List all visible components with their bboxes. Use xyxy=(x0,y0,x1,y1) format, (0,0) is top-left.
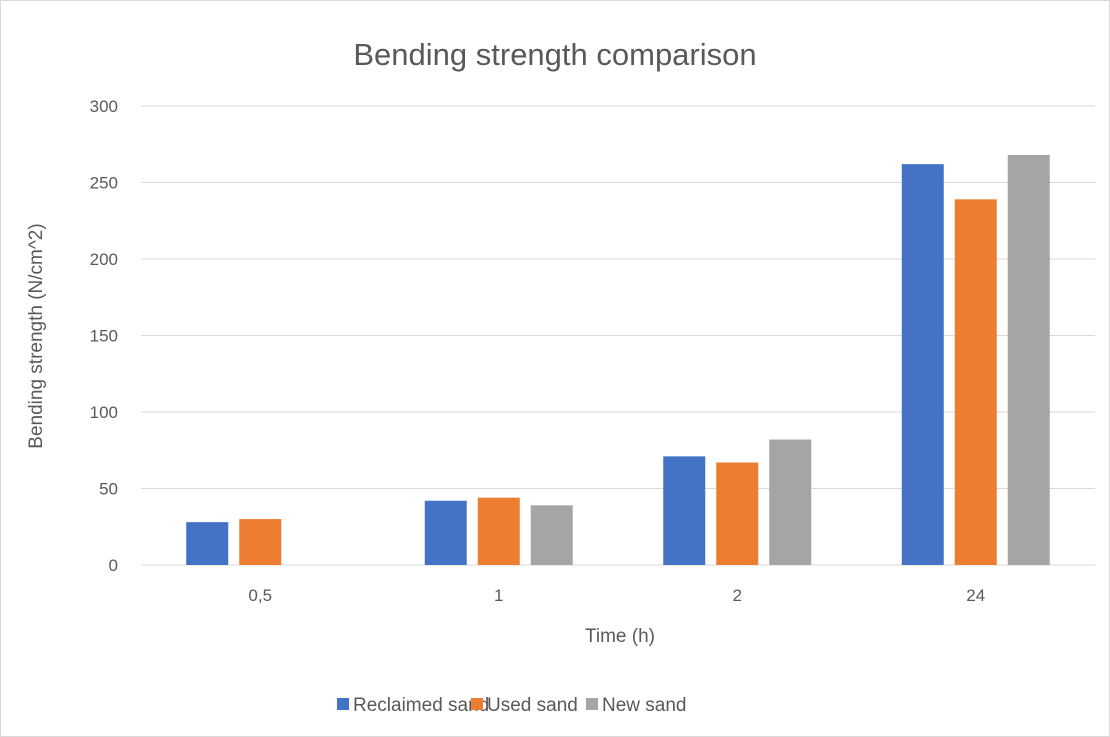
legend-swatch xyxy=(471,698,483,710)
x-axis-ticks: 0,5 1 2 24 xyxy=(248,586,985,605)
legend-label: Reclaimed sand xyxy=(353,695,489,716)
x-tick-label: 0,5 xyxy=(248,586,272,605)
legend-label: New sand xyxy=(602,695,687,716)
chart-title: Bending strength comparison xyxy=(353,37,756,72)
y-tick-label: 150 xyxy=(90,327,118,346)
x-axis-title: Time (h) xyxy=(585,626,655,647)
bars xyxy=(186,154,1050,565)
bar-reclaimed-sand xyxy=(901,164,944,565)
y-tick-label: 200 xyxy=(90,250,118,269)
y-tick-label: 0 xyxy=(109,556,118,575)
y-tick-label: 50 xyxy=(99,480,118,499)
bar-reclaimed-sand xyxy=(424,500,467,565)
bar-reclaimed-sand xyxy=(663,456,706,565)
legend-swatch xyxy=(337,698,349,710)
grid-lines xyxy=(141,105,1095,566)
legend-swatch xyxy=(586,698,598,710)
bar-new-sand xyxy=(769,439,812,565)
bar-used-sand xyxy=(716,462,759,565)
bar-new-sand xyxy=(530,505,573,565)
x-tick-label: 2 xyxy=(733,586,742,605)
legend-label: Used sand xyxy=(487,695,578,716)
y-tick-label: 300 xyxy=(90,97,118,116)
y-axis-title: Bending strength (N/cm^2) xyxy=(26,223,47,448)
x-tick-label: 24 xyxy=(966,586,985,605)
y-axis-ticks: 0 50 100 150 200 250 300 xyxy=(90,97,118,575)
y-tick-label: 250 xyxy=(90,174,118,193)
bar-new-sand xyxy=(1007,154,1050,565)
x-tick-label: 1 xyxy=(494,586,503,605)
y-tick-label: 100 xyxy=(90,403,118,422)
bar-reclaimed-sand xyxy=(186,522,229,565)
bar-used-sand xyxy=(477,497,520,565)
bar-used-sand xyxy=(954,199,997,565)
bar-used-sand xyxy=(239,519,282,565)
